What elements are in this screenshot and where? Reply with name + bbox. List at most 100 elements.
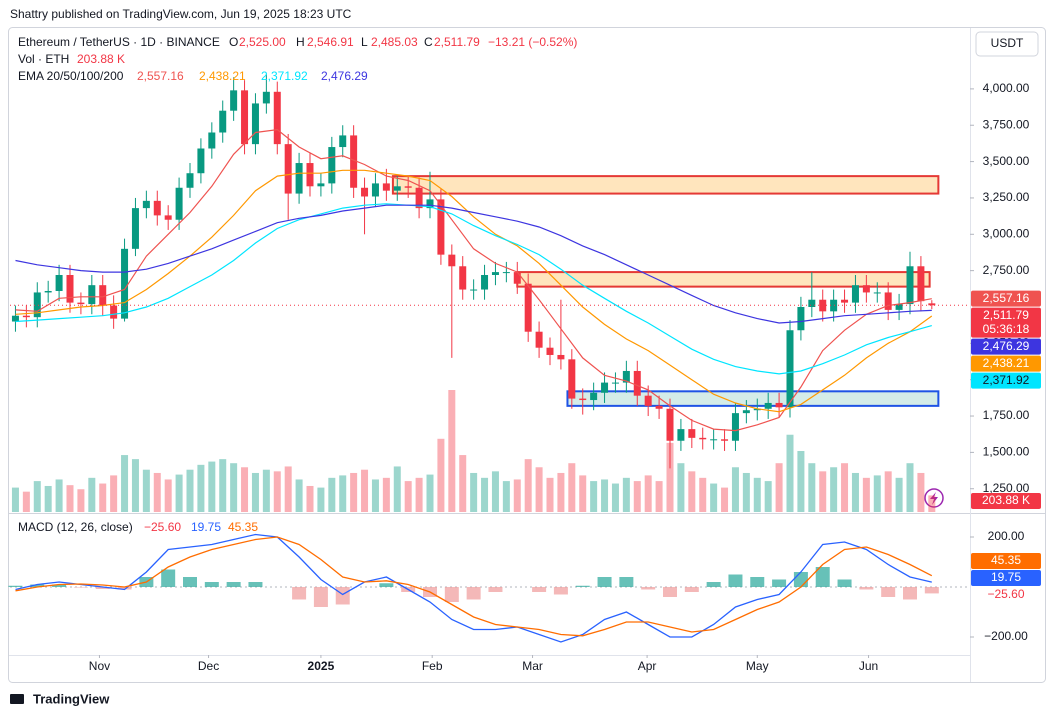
candle-body bbox=[230, 90, 238, 111]
ema-badge: 2,476.29 bbox=[983, 339, 1030, 353]
candle-body bbox=[262, 91, 270, 104]
candle-body bbox=[153, 200, 161, 216]
candle-body bbox=[99, 285, 107, 306]
candle-body bbox=[851, 285, 859, 303]
volume-bar bbox=[328, 477, 336, 512]
macd-badge-bg bbox=[971, 553, 1041, 569]
candle-body bbox=[415, 187, 423, 209]
candle-body bbox=[502, 272, 510, 274]
candle-body bbox=[251, 103, 259, 145]
alert-bolt bbox=[930, 492, 938, 505]
volume-bar bbox=[699, 477, 707, 512]
candle-body bbox=[55, 274, 63, 291]
logo-text: TradingView bbox=[33, 691, 110, 706]
volume-bar bbox=[688, 471, 696, 512]
candle-body bbox=[917, 266, 925, 302]
histogram-value: −25.60 bbox=[144, 520, 181, 534]
volume-bar bbox=[622, 477, 630, 512]
histogram-bar bbox=[95, 587, 110, 589]
volume-bar bbox=[524, 459, 532, 512]
ema-badge-bg bbox=[971, 372, 1041, 389]
symbol-title: Ethereum / TetherUS · 1D · BINANCE bbox=[18, 35, 220, 49]
ema-badge: 2,438.21 bbox=[983, 356, 1030, 370]
macd-badge: 19.75 bbox=[991, 570, 1021, 584]
volume-bar bbox=[917, 472, 925, 512]
volume-bar bbox=[895, 477, 903, 512]
y-tick-label: 3,500.00 bbox=[983, 154, 1030, 168]
volume-bar bbox=[33, 481, 41, 512]
candle-body bbox=[895, 304, 903, 310]
candle-body bbox=[371, 183, 379, 197]
currency-label[interactable]: USDT bbox=[991, 36, 1024, 50]
histogram-bar bbox=[859, 587, 874, 590]
candle-body bbox=[633, 370, 641, 396]
volume-bar bbox=[906, 463, 914, 512]
last-price-badge: 2,511.79 bbox=[983, 308, 1029, 322]
x-tick-label: Apr bbox=[638, 659, 657, 673]
volume-bar bbox=[55, 479, 63, 512]
candle-body bbox=[208, 132, 216, 149]
zone bbox=[566, 390, 940, 407]
candle-body bbox=[557, 354, 565, 360]
volume-title: Vol · ETH bbox=[18, 52, 69, 66]
x-tick-label: Dec bbox=[198, 659, 219, 673]
candle-body bbox=[753, 408, 761, 411]
currency-button[interactable] bbox=[975, 31, 1039, 57]
volume-bar bbox=[873, 475, 881, 512]
volume-bar bbox=[841, 463, 849, 512]
histogram-bar bbox=[444, 587, 459, 602]
ema-badge: 2,371.92 bbox=[983, 373, 1030, 387]
candle-body bbox=[655, 405, 663, 409]
candle-body bbox=[404, 186, 412, 188]
volume-bar bbox=[928, 495, 936, 512]
x-tick-label: Nov bbox=[89, 659, 110, 673]
ohlc-value: 2,525.00 bbox=[239, 35, 286, 49]
volume-bar bbox=[808, 463, 816, 512]
candle-body bbox=[808, 299, 816, 307]
candle-body bbox=[448, 254, 456, 267]
volume-bar bbox=[448, 390, 456, 512]
histogram-bar bbox=[226, 582, 241, 587]
volume-bar bbox=[830, 467, 838, 512]
ema-value: 2,476.29 bbox=[321, 69, 368, 83]
candle-body bbox=[219, 110, 227, 133]
volume-bar bbox=[742, 472, 750, 512]
volume-bar bbox=[371, 479, 379, 512]
candle-body bbox=[666, 408, 674, 441]
volume-bar bbox=[317, 487, 325, 512]
volume-bar bbox=[44, 485, 52, 512]
volume-bar bbox=[22, 491, 30, 512]
candle-body bbox=[775, 402, 783, 408]
volume-bar bbox=[590, 481, 598, 512]
candle-body bbox=[350, 135, 358, 188]
volume-bar bbox=[753, 477, 761, 512]
x-tick-label: Feb bbox=[422, 659, 443, 673]
volume-bar bbox=[251, 472, 259, 512]
candle-body bbox=[764, 402, 772, 409]
volume-bar bbox=[186, 469, 194, 512]
ohlc-value: 2,546.91 bbox=[307, 35, 354, 49]
histogram-bar bbox=[793, 572, 808, 587]
macd-badge: 45.35 bbox=[991, 553, 1021, 567]
candle-body bbox=[22, 315, 30, 318]
volume-bar bbox=[426, 474, 434, 512]
volume-bar bbox=[99, 483, 107, 512]
volume-bar bbox=[350, 472, 358, 512]
candle-body bbox=[295, 163, 303, 194]
histogram-bar bbox=[553, 587, 568, 595]
candle-body bbox=[241, 90, 249, 145]
candle-body bbox=[317, 183, 325, 187]
last-price-badge-bg bbox=[971, 307, 1041, 338]
ohlc-key: H bbox=[296, 35, 305, 49]
candle-body bbox=[131, 208, 139, 249]
volume-bar bbox=[284, 466, 292, 512]
volume-bar bbox=[273, 471, 281, 512]
price-pane bbox=[11, 74, 940, 512]
ohlc-key: O bbox=[229, 35, 238, 49]
candle-body bbox=[579, 398, 587, 401]
candle-body bbox=[644, 395, 652, 406]
candle-body bbox=[797, 306, 805, 331]
ema-line bbox=[15, 169, 933, 413]
ema-title: EMA 20/50/100/200 bbox=[18, 69, 124, 83]
